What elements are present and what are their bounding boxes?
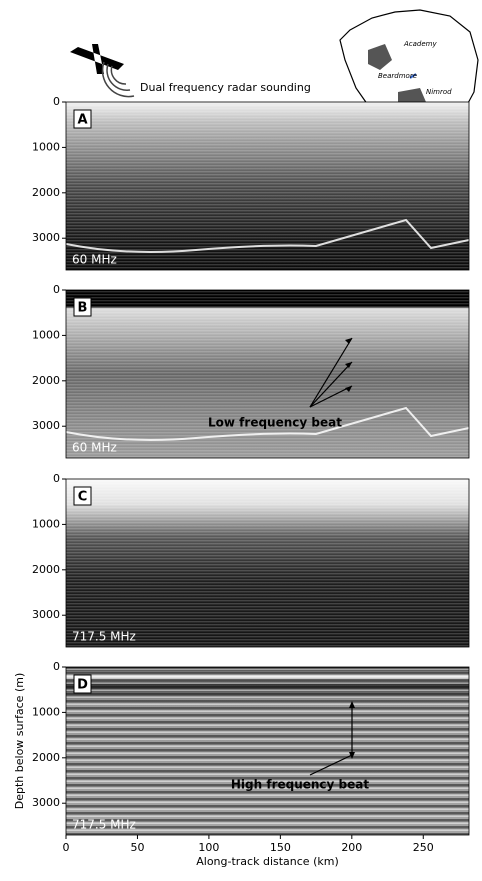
y-tick-label: 1000 xyxy=(32,705,60,718)
y-tick-label: 3000 xyxy=(32,231,60,244)
frequency-label: 60 MHz xyxy=(72,253,117,267)
panel-label: A xyxy=(77,113,87,128)
x-tick-label: 100 xyxy=(198,841,219,854)
frequency-label: 717.5 MHz xyxy=(72,630,136,644)
bed-reflection xyxy=(65,218,470,253)
panel-label: B xyxy=(78,301,88,316)
radargram-texture xyxy=(66,667,469,835)
arrow-head xyxy=(349,701,355,759)
panel-frame xyxy=(65,101,470,271)
arrow xyxy=(309,361,353,408)
y-tick-label: 0 xyxy=(53,283,60,296)
arrow xyxy=(309,385,353,408)
map-label: Academy xyxy=(403,40,437,48)
arrow-head xyxy=(345,338,352,344)
x-tick-label: 50 xyxy=(130,841,144,854)
x-tick-label: 200 xyxy=(341,841,362,854)
y-tick-label: 1000 xyxy=(32,517,60,530)
y-tick-label: 2000 xyxy=(32,374,60,387)
arrow xyxy=(309,337,353,408)
y-tick-label: 0 xyxy=(53,472,60,485)
panel-frame xyxy=(65,666,470,836)
panel-label: C xyxy=(78,490,88,505)
panel-frame xyxy=(65,289,470,459)
frequency-label: 717.5 MHz xyxy=(72,818,136,832)
y-tick-label: 3000 xyxy=(32,796,60,809)
y-tick-label: 2000 xyxy=(32,751,60,764)
y-axis-label: Depth below surface (m) xyxy=(13,673,26,809)
bed-reflection xyxy=(65,406,470,441)
arrow xyxy=(309,754,353,776)
y-tick-label: 2000 xyxy=(32,186,60,199)
y-tick-label: 0 xyxy=(53,95,60,108)
x-tick-label: 250 xyxy=(413,841,434,854)
map-label: Nimrod xyxy=(426,88,452,96)
panel-label-box xyxy=(73,109,92,129)
radargram-texture xyxy=(66,290,469,458)
x-tick-label: 150 xyxy=(270,841,291,854)
y-tick-label: 1000 xyxy=(32,328,60,341)
annotation: High frequency beat xyxy=(231,778,369,792)
x-tick-label: 0 xyxy=(63,841,70,854)
panel-label-box xyxy=(73,297,92,317)
x-axis-label: Along-track distance (km) xyxy=(196,855,339,868)
y-tick-label: 3000 xyxy=(32,608,60,621)
panel-label: D xyxy=(77,678,88,693)
arrow-head xyxy=(345,362,352,368)
panel-label-box xyxy=(73,674,92,694)
caption: Dual frequency radar sounding xyxy=(140,81,311,94)
y-tick-label: 1000 xyxy=(32,140,60,153)
map-label: Beardmore xyxy=(378,72,417,80)
y-tick-label: 2000 xyxy=(32,563,60,576)
y-tick-label: 3000 xyxy=(32,419,60,432)
y-tick-label: 0 xyxy=(53,660,60,673)
radar-icon xyxy=(70,44,135,98)
radargram-texture xyxy=(66,102,469,270)
annotation: Low frequency beat xyxy=(208,416,342,430)
panel-label-box xyxy=(73,486,92,506)
arrow-head xyxy=(345,386,352,392)
panel-frame xyxy=(65,478,470,648)
radargram-texture xyxy=(66,479,469,647)
frequency-label: 60 MHz xyxy=(72,441,117,455)
